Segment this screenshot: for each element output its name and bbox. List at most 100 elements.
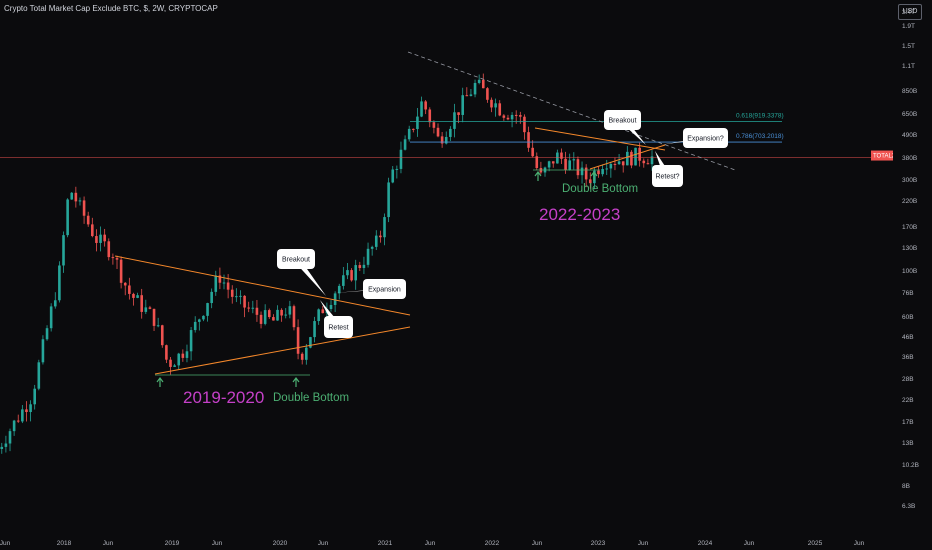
candle-body — [601, 169, 604, 175]
x-tick-label: 2023 — [591, 540, 606, 547]
callout-label: Breakout — [282, 257, 310, 264]
price-tag-symbol: TOTAL2 — [873, 154, 896, 160]
candle-body — [288, 306, 292, 315]
candle-body — [152, 308, 156, 326]
candle-body — [366, 248, 370, 265]
candle-body — [473, 82, 477, 95]
candle-body — [362, 264, 366, 269]
candle-body — [621, 161, 625, 166]
candle-body — [580, 167, 584, 176]
y-tick-label: 100B — [902, 268, 917, 275]
candle-body — [62, 235, 65, 266]
candle-body — [235, 296, 238, 298]
candle-body — [226, 282, 230, 290]
candle-body — [477, 79, 481, 83]
candle-body — [510, 114, 514, 120]
candle-body — [407, 128, 411, 140]
currency-button[interactable]: USD — [898, 4, 922, 20]
candle-body — [267, 310, 271, 318]
y-tick-label: 380B — [902, 155, 917, 162]
candle-body — [25, 409, 28, 413]
candle-body — [412, 128, 415, 130]
candle-body — [391, 169, 395, 183]
candle-body — [630, 151, 633, 166]
candle-body — [160, 325, 164, 346]
candle-body — [21, 409, 24, 422]
candle-body — [37, 362, 41, 389]
candle-body — [564, 158, 567, 170]
callout-label: Retest? — [655, 174, 679, 181]
candle-body — [259, 314, 263, 324]
candle-body — [370, 246, 374, 249]
double-bottom-label: Double Bottom — [562, 183, 638, 195]
candle-body — [650, 156, 654, 165]
candle-body — [189, 330, 193, 352]
candle-body — [119, 259, 123, 283]
candle-body — [0, 446, 4, 449]
candle-body — [605, 168, 609, 170]
x-tick-label: Jun — [532, 540, 543, 547]
price-tag-symbol-bg — [871, 150, 893, 161]
candle-body — [255, 307, 259, 315]
candle-body — [263, 310, 267, 324]
candle-body — [350, 270, 353, 281]
candle-body — [547, 161, 551, 168]
candle-body — [613, 163, 617, 165]
candle-body — [66, 199, 69, 236]
candle-body — [16, 420, 20, 422]
y-tick-label: 1.9T — [902, 23, 915, 30]
candle-body — [300, 353, 304, 360]
y-tick-label: 220B — [902, 198, 917, 205]
candle-body — [115, 258, 119, 260]
candle-body — [449, 128, 452, 137]
candle-body — [387, 182, 390, 218]
candle-body — [453, 112, 456, 129]
candle-body — [486, 88, 489, 100]
callout-box — [604, 110, 641, 130]
candle-body — [243, 295, 246, 308]
candle-body — [420, 101, 423, 117]
candle-body — [519, 115, 522, 117]
arrow-up-icon — [292, 377, 300, 387]
candle-body — [230, 289, 234, 297]
candle-body — [95, 236, 98, 243]
candle-body — [309, 337, 312, 348]
y-tick-label: 650B — [902, 111, 917, 118]
candle-body — [202, 315, 205, 320]
candle-body — [358, 265, 362, 269]
candle-body — [609, 163, 613, 169]
candle-body — [444, 136, 448, 144]
candle-body — [103, 234, 106, 242]
fib-level-label: 0.786(703.2018) — [736, 133, 784, 140]
candle-body — [436, 127, 440, 137]
candle-body — [8, 431, 12, 444]
candle-body — [128, 285, 131, 294]
candle-body — [346, 270, 349, 276]
candle-body — [416, 116, 419, 130]
candle-body — [490, 99, 493, 108]
x-axis-background — [0, 536, 932, 550]
candle-body — [588, 179, 592, 184]
candle-body — [556, 152, 559, 164]
candle-body — [181, 353, 185, 358]
candle-body — [206, 303, 209, 316]
x-tick-label: Jun — [103, 540, 114, 547]
candle-body — [276, 309, 279, 321]
candle-body — [136, 295, 139, 298]
candle-body — [395, 168, 399, 170]
x-tick-label: Jun — [744, 540, 755, 547]
candle-body — [247, 307, 250, 309]
candle-body — [403, 139, 407, 150]
candle-body — [531, 147, 534, 157]
candle-body — [144, 307, 148, 312]
candle-body — [337, 285, 341, 294]
candle-body — [140, 295, 143, 312]
candle-body — [292, 306, 296, 328]
candle-body — [317, 309, 320, 322]
arrow-up-icon — [534, 171, 542, 181]
candle-body — [428, 109, 432, 123]
y-tick-label: 28B — [902, 376, 914, 383]
candle-body — [634, 147, 637, 166]
candle-body — [305, 347, 308, 360]
